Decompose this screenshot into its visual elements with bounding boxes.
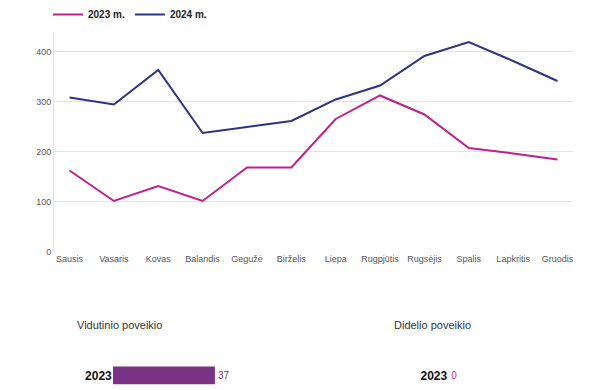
svg-text:Rugpjūtis: Rugpjūtis (361, 254, 399, 264)
svg-text:Vasaris: Vasaris (99, 254, 129, 264)
svg-text:Didelio poveikio: Didelio poveikio (394, 319, 471, 331)
svg-text:Rugsėjis: Rugsėjis (407, 254, 442, 264)
svg-text:Birželis: Birželis (277, 254, 307, 264)
svg-text:Gegužė: Gegužė (231, 254, 263, 264)
svg-text:Balandis: Balandis (185, 254, 220, 264)
svg-text:2023 m.: 2023 m. (88, 9, 125, 20)
svg-text:100: 100 (36, 197, 51, 207)
svg-text:200: 200 (36, 147, 51, 157)
svg-text:400: 400 (36, 47, 51, 57)
svg-text:Lapkritis: Lapkritis (496, 254, 530, 264)
svg-text:Kovas: Kovas (146, 254, 172, 264)
svg-text:2024 m.: 2024 m. (170, 9, 207, 20)
svg-text:Gruodis: Gruodis (542, 254, 574, 264)
svg-text:Spalis: Spalis (457, 254, 482, 264)
svg-text:300: 300 (36, 97, 51, 107)
svg-text:Sausis: Sausis (56, 254, 84, 264)
svg-text:0: 0 (46, 247, 51, 257)
svg-text:Liepa: Liepa (325, 254, 347, 264)
svg-text:2023: 2023 (85, 369, 112, 383)
svg-text:Vidutinio poveikio: Vidutinio poveikio (77, 319, 162, 331)
svg-text:2023: 2023 (420, 369, 447, 383)
svg-text:37: 37 (218, 370, 230, 381)
svg-text:0: 0 (451, 370, 457, 381)
